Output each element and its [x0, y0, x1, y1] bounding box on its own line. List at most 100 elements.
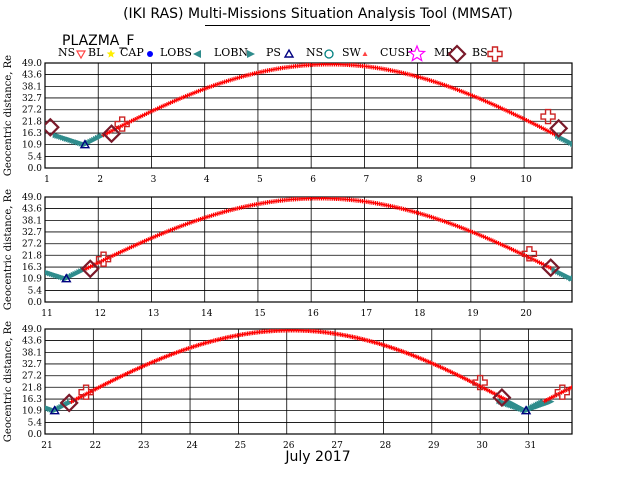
x-tick-label: 17 [361, 309, 373, 319]
magnetosphere-point [575, 274, 581, 280]
y-tick-label: 10.9 [22, 141, 42, 151]
y-tick-label: 27.2 [22, 372, 42, 382]
ps-marker [520, 405, 532, 415]
x-tick-label: 15 [254, 309, 266, 319]
x-tick-label: 25 [235, 441, 247, 451]
legend-item-ns: NS [58, 46, 87, 60]
mp-crossing-marker [101, 124, 122, 144]
x-tick-label: 19 [467, 309, 479, 319]
magnetosphere-point [613, 402, 619, 408]
y-axis-label: Geocentric distance, Re [3, 55, 14, 176]
magnetosphere-point [600, 133, 606, 139]
orbit-point [595, 373, 599, 377]
magnetosphere-point [587, 137, 593, 143]
legend-item-lobn: LOBN [214, 46, 255, 59]
legend-item-sw: SW [342, 46, 368, 59]
legend-marker-cross [487, 46, 503, 62]
magnetosphere-point [603, 406, 609, 412]
orbit-point [575, 383, 579, 387]
y-tick-label: 49.0 [22, 193, 42, 203]
y-tick-label: 16.3 [22, 263, 42, 273]
orbit-point [597, 372, 601, 376]
y-tick-label: 0.0 [28, 164, 43, 174]
chart-legend: NS BL CAP LOBS LOBN PS NS SW CUSP MP BS [58, 44, 503, 64]
magnetosphere-point [539, 398, 546, 405]
y-tick-label: 16.3 [22, 395, 42, 405]
y-tick-label: 27.2 [22, 240, 42, 250]
panel-data [45, 63, 606, 149]
bs-crossing-marker [521, 246, 538, 262]
magnetosphere-point [598, 133, 604, 139]
orbit-point [571, 385, 572, 388]
legend-item-ps: PS [266, 46, 295, 59]
magnetosphere-point [598, 408, 604, 414]
y-tick-label: 16.3 [22, 129, 42, 139]
magnetosphere-point [66, 399, 73, 406]
x-tick-label: 6 [310, 175, 316, 185]
magnetosphere-point [573, 274, 579, 280]
y-tick-label: 5.4 [28, 152, 43, 162]
y-tick-label: 21.8 [22, 251, 42, 261]
legend-marker-triangle [283, 48, 295, 58]
x-axis-label: July 2017 [284, 449, 350, 465]
magnetosphere-point [591, 268, 597, 274]
bs-crossing-marker [554, 384, 571, 400]
magnetosphere-point [600, 407, 606, 413]
legend-marker-triangle-left [193, 50, 201, 58]
panel-1: 49.0 43.638.1 32.7 27.221.8 16.3 10.95.4 0.01 2… [3, 55, 606, 185]
legend-marker-triangle-right [247, 50, 255, 58]
magnetosphere-point [98, 133, 105, 140]
y-tick-label: 38.1 [22, 82, 42, 92]
mp-crossing-marker [59, 393, 79, 413]
panel-data [45, 197, 603, 283]
x-tick-label: 14 [201, 309, 213, 319]
mission-label: PLAZMA_F [62, 33, 134, 49]
y-tick-label: 10.9 [22, 275, 42, 285]
orbit-point [576, 382, 580, 386]
x-tick-label: 31 [525, 441, 536, 451]
x-tick-label: 13 [148, 309, 160, 319]
x-tick-label: 28 [380, 441, 392, 451]
magnetosphere-point [605, 405, 611, 411]
mp-crossing-marker [541, 258, 561, 278]
title-underline [205, 25, 430, 26]
legend-marker-diamond [447, 44, 467, 64]
magnetosphere-point [588, 136, 594, 142]
y-tick-label: 5.4 [28, 418, 43, 428]
y-tick-label: 32.7 [22, 360, 42, 370]
magnetosphere-point [615, 402, 621, 408]
legend-marker-triangle-down [75, 50, 87, 60]
x-tick-label: 24 [186, 441, 198, 451]
panel-2: 49.0 43.638.1 32.7 27.221.8 16.3 10.95.4 0.011… [3, 189, 603, 319]
y-tick-label: 43.6 [22, 71, 42, 81]
x-tick-label: 9 [470, 175, 476, 185]
magnetosphere-point [589, 269, 595, 275]
y-tick-label: 0.0 [28, 298, 43, 308]
y-tick-label: 43.6 [22, 337, 42, 347]
y-tick-label: 32.7 [22, 228, 42, 238]
x-tick-label: 18 [414, 309, 426, 319]
orbit-track [52, 63, 606, 149]
mp-crossing-marker [549, 118, 569, 138]
magnetosphere-point [582, 271, 588, 277]
x-tick-label: 1 [44, 175, 50, 185]
orbit-point [586, 377, 590, 381]
magnetosphere-point [579, 139, 585, 145]
y-tick-label: 21.8 [22, 383, 42, 393]
magnetosphere-point [597, 267, 603, 273]
x-tick-label: 30 [476, 441, 488, 451]
legend-label: NS [58, 46, 75, 59]
x-tick-label: 4 [204, 175, 210, 185]
y-tick-label: 32.7 [22, 94, 42, 104]
orbit-point [598, 371, 602, 375]
magnetosphere-point [595, 267, 601, 273]
x-tick-label: 7 [364, 175, 370, 185]
magnetosphere-point [593, 268, 599, 274]
legend-label: BS [472, 46, 488, 59]
panel-data [45, 329, 621, 415]
y-tick-label: 10.9 [22, 407, 42, 417]
legend-label: LOBS [160, 46, 192, 59]
legend-label: CAP [120, 46, 144, 59]
magnetosphere-point [575, 140, 581, 146]
y-tick-label: 5.4 [28, 286, 43, 296]
